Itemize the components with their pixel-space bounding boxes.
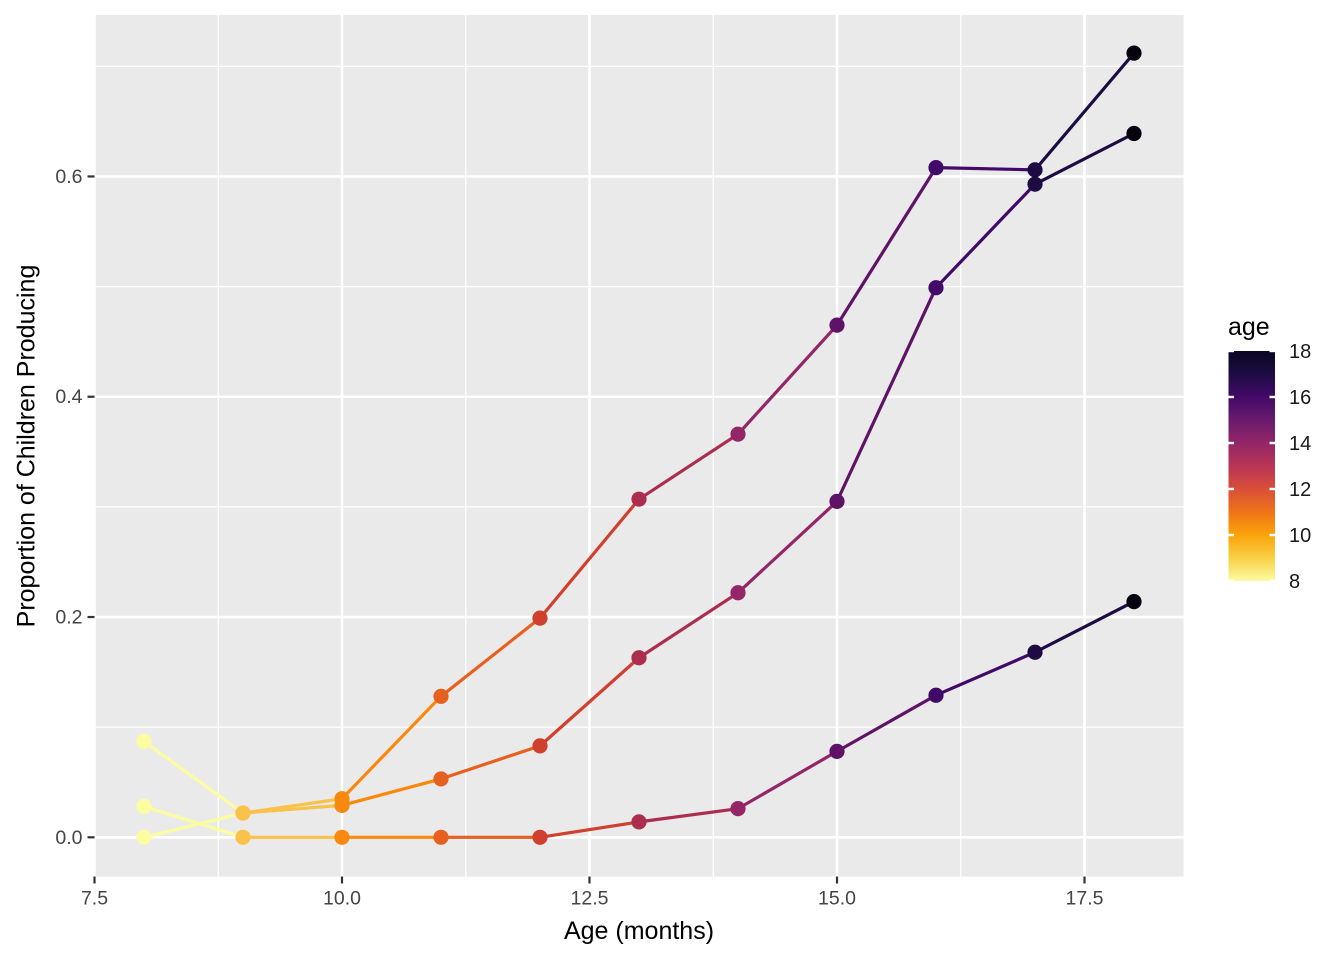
- line-segment-line-2: [538, 656, 641, 748]
- data-point-line-3: [1027, 644, 1043, 660]
- line-segment-line-1: [340, 695, 443, 800]
- line-segment-line-1: [935, 166, 1036, 172]
- data-point-line-3: [829, 743, 845, 759]
- data-point-line-2: [631, 650, 647, 666]
- line-segment-line-2: [1034, 132, 1135, 186]
- data-point-line-3: [334, 829, 350, 845]
- data-point-line-1: [136, 733, 152, 750]
- line-segment-line-2: [934, 183, 1037, 289]
- legend-tick-label: 10: [1289, 525, 1311, 547]
- data-point-line-3: [928, 687, 944, 703]
- data-point-line-1: [433, 688, 449, 704]
- line-segment-line-3: [1034, 600, 1135, 654]
- data-point-line-2: [532, 738, 548, 754]
- line-segment-line-2: [440, 744, 541, 781]
- line-segment-line-3: [143, 804, 244, 839]
- legend-tick-label: 8: [1289, 571, 1300, 593]
- data-point-line-1: [235, 805, 251, 821]
- data-point-line-2: [1126, 125, 1142, 142]
- data-point-line-2: [433, 771, 449, 787]
- legend-tick-label: 12: [1289, 479, 1311, 501]
- data-point-line-2: [1027, 176, 1043, 192]
- x-tick-label: 15.0: [818, 888, 856, 910]
- series-group: [136, 45, 1142, 845]
- legend-colorbar: [1228, 351, 1275, 581]
- y-tick-label: 0.4: [55, 386, 82, 408]
- line-segment-line-1: [440, 616, 541, 698]
- data-point-line-3: [433, 829, 449, 845]
- grid-group: [94, 15, 1184, 877]
- data-point-line-3: [532, 829, 548, 845]
- data-point-line-3: [136, 798, 152, 815]
- line-segment-line-1: [736, 324, 839, 436]
- data-point-line-3: [631, 814, 647, 830]
- line-segment-line-3: [836, 693, 937, 753]
- data-point-line-1: [928, 160, 944, 176]
- line-segment-line-1: [638, 432, 739, 501]
- data-point-line-1: [532, 610, 548, 626]
- line-segment-line-1: [835, 166, 938, 327]
- data-point-line-2: [730, 585, 746, 601]
- data-point-line-3: [235, 829, 251, 845]
- data-point-line-1: [1126, 45, 1142, 61]
- line-segment-line-2: [242, 803, 343, 815]
- data-point-line-1: [730, 426, 746, 442]
- line-segment-line-3: [638, 807, 739, 824]
- x-tick-label: 10.0: [323, 888, 361, 910]
- x-tick-label: 17.5: [1066, 888, 1104, 910]
- data-point-line-1: [1027, 162, 1043, 178]
- data-point-line-2: [136, 829, 152, 845]
- data-point-line-1: [829, 317, 845, 333]
- data-point-line-2: [829, 493, 845, 509]
- line-segment-line-2: [736, 500, 839, 594]
- x-tick-label: 12.5: [571, 888, 609, 910]
- line-segment-line-2: [143, 811, 244, 839]
- y-tick-label: 0.0: [55, 827, 82, 849]
- data-point-line-1: [631, 491, 647, 507]
- line-segment-line-3: [737, 749, 838, 811]
- y-axis-title: Proportion of Children Producing: [12, 264, 41, 628]
- plot-panel: [94, 15, 1184, 877]
- line-segment-line-3: [539, 820, 640, 839]
- y-tick-label: 0.6: [55, 166, 82, 188]
- legend-tick-label: 14: [1289, 433, 1311, 455]
- line-segment-line-2: [835, 287, 938, 503]
- x-tick-label: 7.5: [81, 888, 108, 910]
- x-axis-title: Age (months): [563, 917, 715, 945]
- data-point-line-3: [730, 801, 746, 817]
- legend-tick-label: 18: [1289, 341, 1311, 363]
- data-point-line-3: [1126, 593, 1142, 610]
- data-point-line-1: [334, 791, 350, 807]
- line-segment-line-1: [143, 740, 244, 815]
- legend-tick-label: 16: [1289, 387, 1311, 409]
- legend-title: age: [1228, 313, 1270, 341]
- y-tick-label: 0.2: [55, 607, 82, 629]
- line-segment-line-1: [1033, 52, 1136, 171]
- line-segment-line-1: [538, 498, 641, 620]
- line-segment-line-2: [341, 777, 442, 807]
- data-point-line-2: [928, 280, 944, 296]
- line-segment-line-2: [638, 591, 739, 660]
- line-segment-line-3: [935, 650, 1036, 697]
